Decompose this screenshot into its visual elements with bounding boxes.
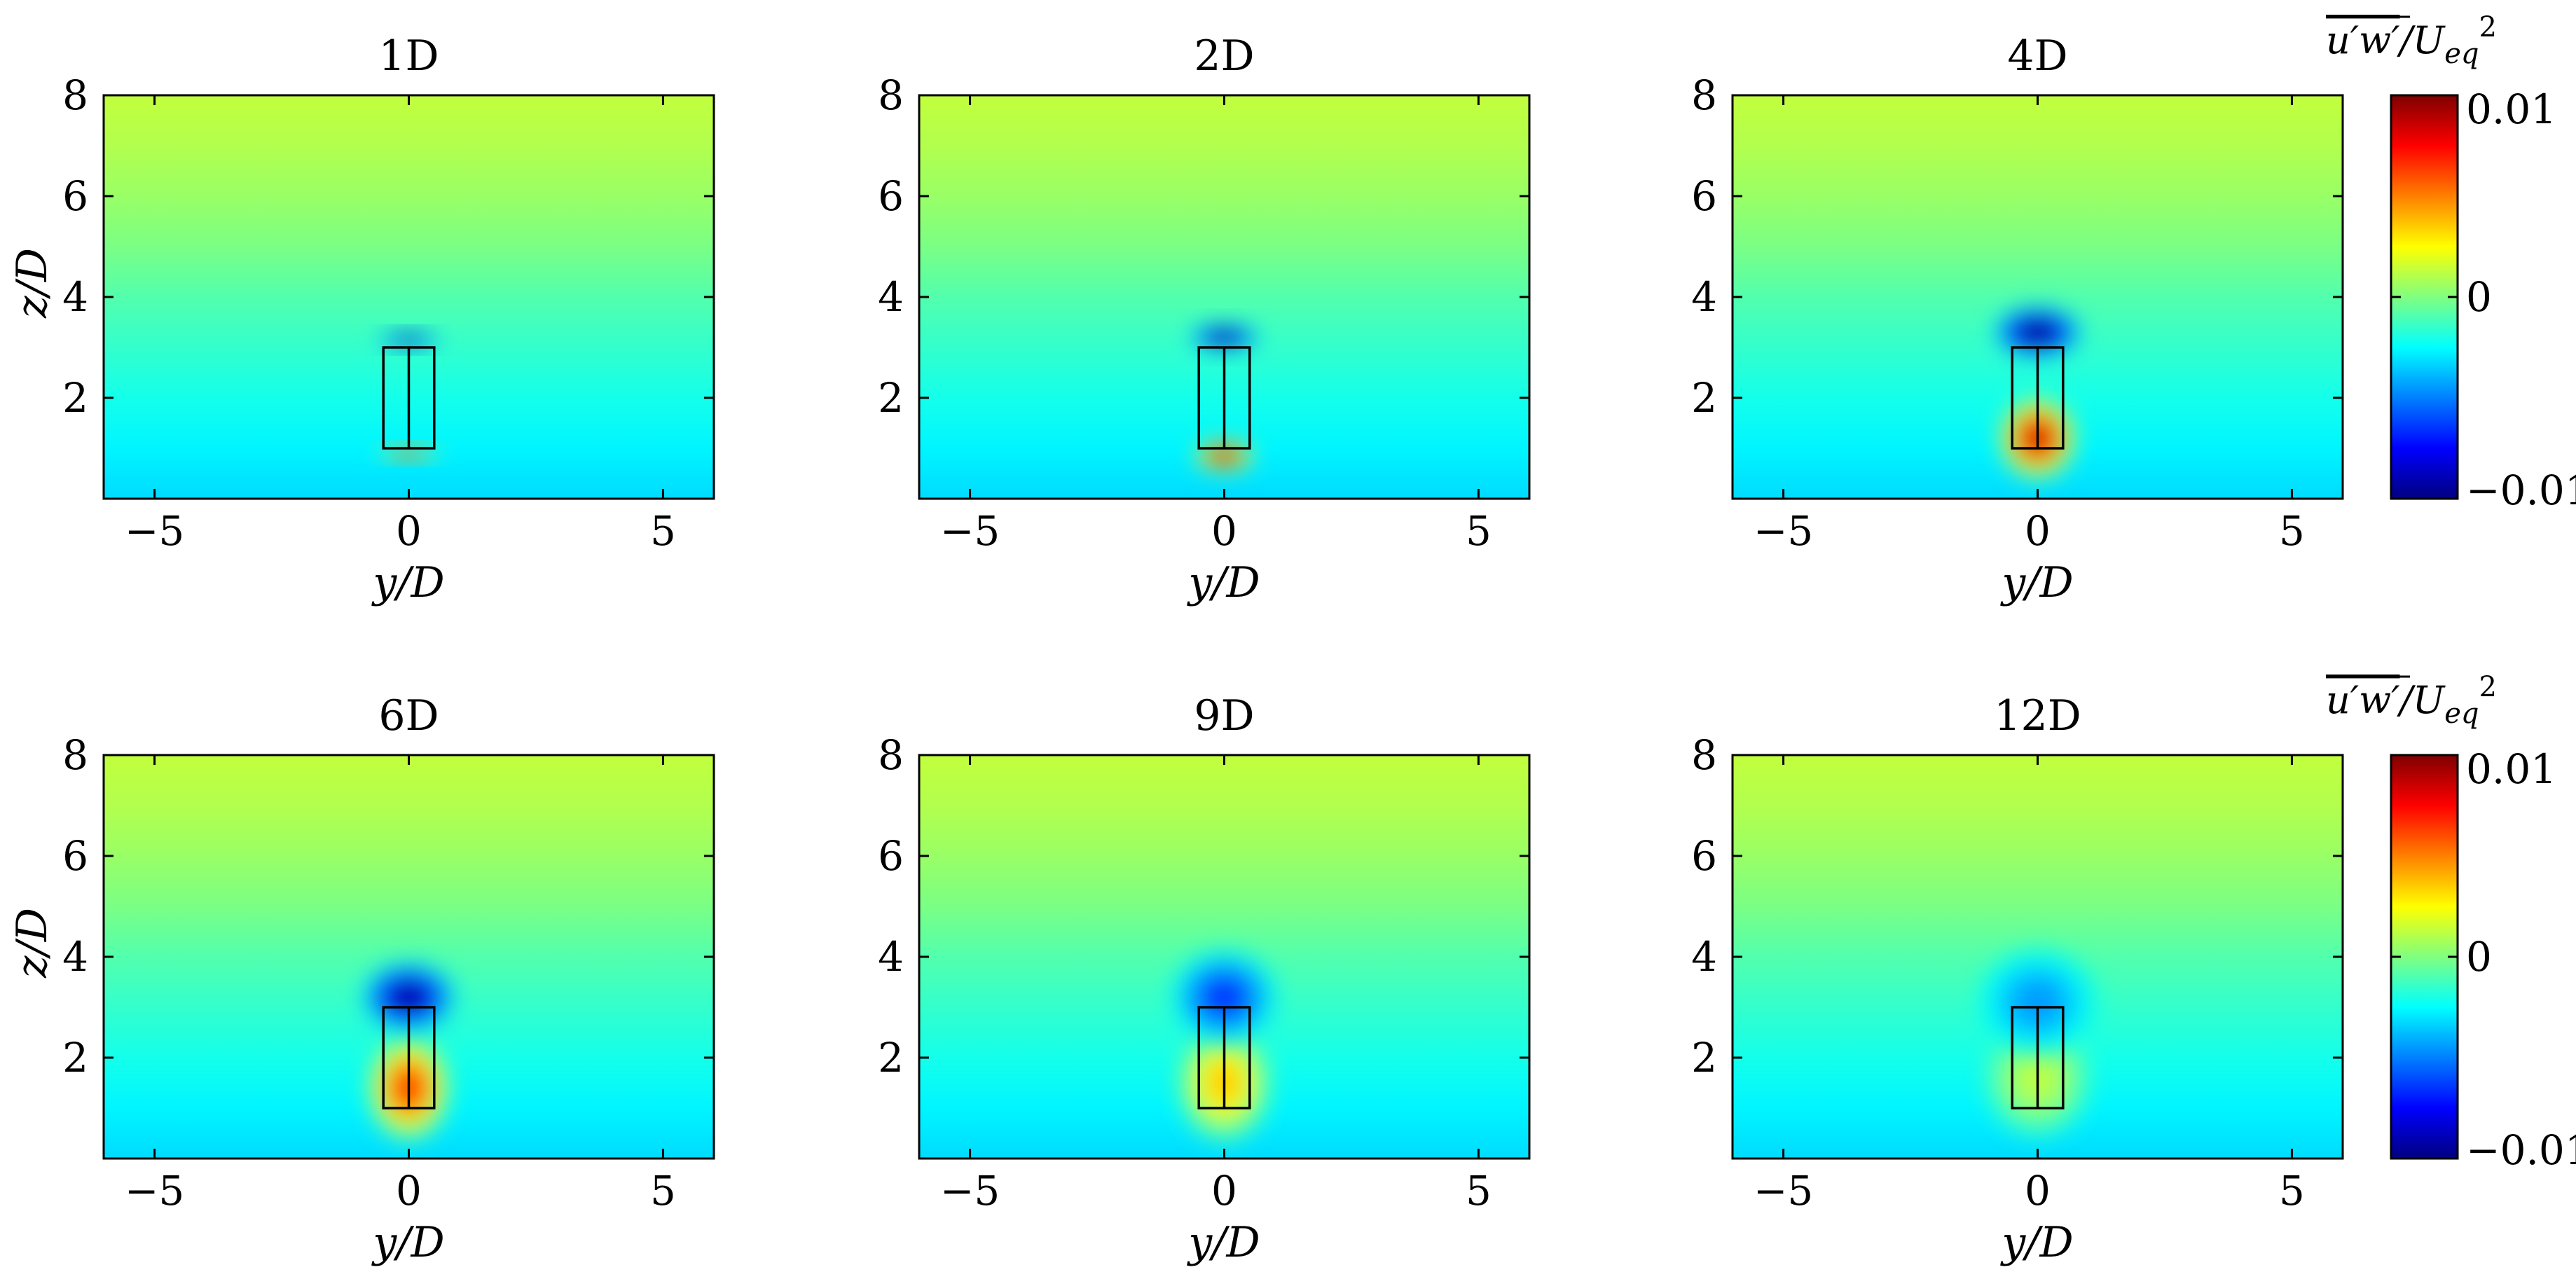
colorbar-tick-label: 0 (2466, 273, 2492, 321)
colorbar-label-subscript: eq (2444, 698, 2479, 730)
negative-lobe (1187, 324, 1261, 351)
y-tick-label: 4 (62, 933, 88, 981)
negative-lobe (1992, 305, 2083, 360)
y-tick-label: 4 (878, 933, 904, 981)
negative-lobe (360, 961, 457, 1034)
panel-title: 12D (1994, 691, 2081, 740)
panel-title: 1D (378, 32, 439, 81)
panel-title: 2D (1194, 32, 1254, 81)
y-tick-label: 6 (878, 832, 904, 880)
y-tick-label: 2 (62, 1034, 88, 1081)
colorbar-tick-label: −0.01 (2466, 466, 2576, 514)
y-tick-label: 8 (62, 731, 88, 779)
colorbar-label-subscript: eq (2444, 38, 2479, 70)
negative-lobe (1169, 948, 1279, 1046)
panel-1D: −5 0 5 2 4 6 8 1D y/D z/D (8, 32, 715, 607)
x-axis-label: y/D (1186, 558, 1260, 607)
x-tick-label: 5 (2279, 507, 2305, 555)
x-tick-label: 5 (1466, 1167, 1492, 1215)
colorbar: 0.01 0 −0.01 u′w′/Ueq2 (2326, 671, 2576, 1174)
panel-title: 6D (378, 691, 439, 740)
x-tick-label: −5 (125, 1167, 185, 1215)
panel-title: 9D (1194, 691, 1254, 740)
negative-lobe (375, 332, 443, 347)
heatmap-field (919, 95, 1529, 499)
y-tick-label: 8 (878, 731, 904, 779)
colorbar-label-numerator: u′w′ (2326, 18, 2400, 62)
colorbar-label: u′w′/Ueq2 (2326, 671, 2497, 730)
colorbar-label-base: U (2413, 678, 2446, 722)
y-tick-label: 4 (1691, 273, 1717, 321)
x-axis-label: y/D (1186, 1218, 1260, 1267)
panel-12D: −5 0 5 2 4 6 8 12D y/D (1691, 691, 2344, 1267)
x-axis-label: y/D (1999, 558, 2073, 607)
positive-lobe (1998, 396, 2077, 481)
x-tick-label: 5 (2279, 1167, 2305, 1215)
x-tick-label: 0 (2025, 507, 2051, 555)
y-tick-label: 6 (62, 832, 88, 880)
y-tick-label: 2 (1691, 374, 1717, 422)
x-tick-label: 0 (1211, 507, 1237, 555)
panel-title: 4D (2007, 32, 2067, 81)
colorbar-gradient (2391, 755, 2458, 1159)
panel-4D: −5 0 5 2 4 6 8 4D y/D (1691, 32, 2344, 607)
x-tick-label: 5 (1466, 507, 1492, 555)
positive-lobe (378, 447, 439, 459)
x-axis-label: y/D (371, 1218, 444, 1267)
colorbar-tick-label: −0.01 (2466, 1126, 2576, 1174)
x-tick-label: −5 (940, 1167, 1000, 1215)
x-tick-label: −5 (125, 507, 185, 555)
panel-6D: −5 0 5 2 4 6 8 6D y/D z/D (8, 691, 715, 1267)
y-tick-label: 6 (62, 172, 88, 220)
x-tick-label: 0 (2025, 1167, 2051, 1215)
panel-9D: −5 0 5 2 4 6 8 9D y/D (878, 691, 1531, 1267)
colorbar-tick-label: 0.01 (2466, 745, 2556, 793)
x-tick-label: 5 (650, 507, 676, 555)
x-tick-label: 0 (396, 1167, 422, 1215)
x-axis-label: y/D (1999, 1218, 2073, 1267)
y-tick-label: 2 (878, 374, 904, 422)
colorbar-tick-label: 0 (2466, 933, 2492, 981)
y-tick-label: 6 (878, 172, 904, 220)
y-tick-label: 4 (878, 273, 904, 321)
y-axis-label: z/D (8, 248, 57, 319)
y-tick-label: 2 (1691, 1034, 1717, 1081)
panel-2D: −5 0 5 2 4 6 8 2D y/D (878, 32, 1531, 607)
colorbar-label-numerator: u′w′ (2326, 678, 2400, 722)
y-tick-label: 6 (1691, 832, 1717, 880)
y-tick-label: 8 (878, 71, 904, 119)
y-tick-label: 2 (62, 374, 88, 422)
colorbar-label-superscript: 2 (2479, 671, 2497, 703)
x-tick-label: −5 (1754, 1167, 1814, 1215)
y-tick-label: 8 (1691, 731, 1717, 779)
x-tick-label: 0 (1211, 1167, 1237, 1215)
colorbar-label-superscript: 2 (2479, 11, 2497, 43)
y-tick-label: 4 (1691, 933, 1717, 981)
colorbar-gradient (2391, 95, 2458, 499)
y-axis-label: z/D (8, 908, 57, 979)
panels: −5 0 5 2 4 6 8 1D y/D z/D −5 0 5 2 4 6 8 2D y/D −5 0 5 2 4 6 8 4D y… (8, 32, 2344, 1267)
colorbar-label: u′w′/Ueq2 (2326, 11, 2497, 70)
x-tick-label: −5 (940, 507, 1000, 555)
y-tick-label: 8 (1691, 71, 1717, 119)
x-axis-label: y/D (371, 558, 444, 607)
x-tick-label: 0 (396, 507, 422, 555)
x-tick-label: −5 (1754, 507, 1814, 555)
colorbar-label-base: U (2413, 18, 2446, 62)
y-tick-label: 4 (62, 273, 88, 321)
y-tick-label: 6 (1691, 172, 1717, 220)
y-tick-label: 8 (62, 71, 88, 119)
colorbar-tick-label: 0.01 (2466, 85, 2556, 133)
y-tick-label: 2 (878, 1034, 904, 1081)
x-tick-label: 5 (650, 1167, 676, 1215)
negative-lobe (1977, 948, 2098, 1057)
colorbars: 0.01 0 −0.01 u′w′/Ueq2 0.01 0 −0.01 u′w′/Ueq2 (2326, 11, 2576, 1174)
colorbar: 0.01 0 −0.01 u′w′/Ueq2 (2326, 11, 2576, 514)
